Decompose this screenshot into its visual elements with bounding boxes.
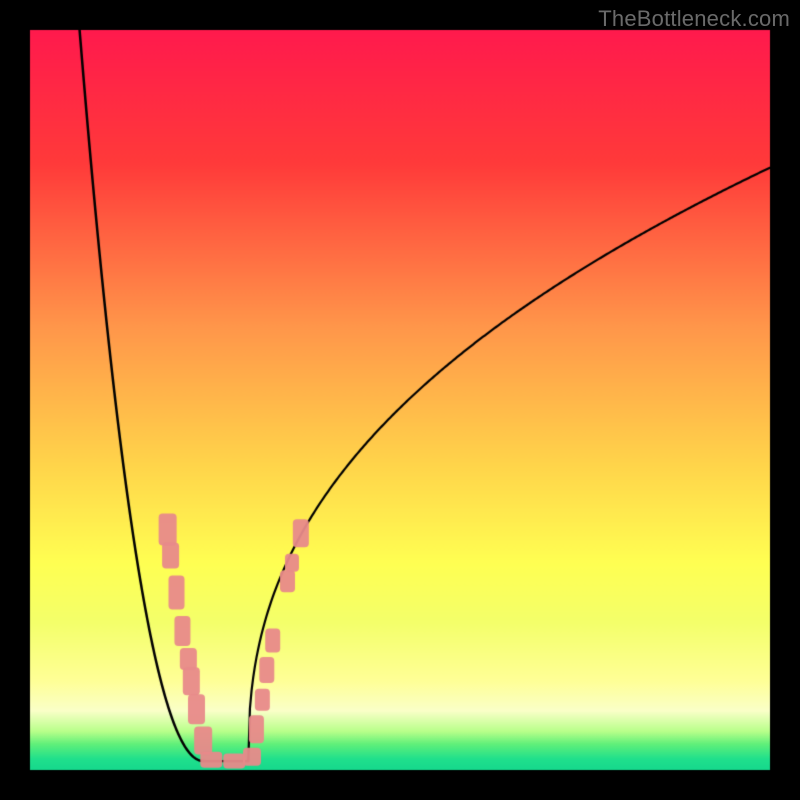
chart-stage: TheBottleneck.com — [0, 0, 800, 800]
chart-canvas — [0, 0, 800, 800]
watermark-text: TheBottleneck.com — [598, 6, 790, 32]
